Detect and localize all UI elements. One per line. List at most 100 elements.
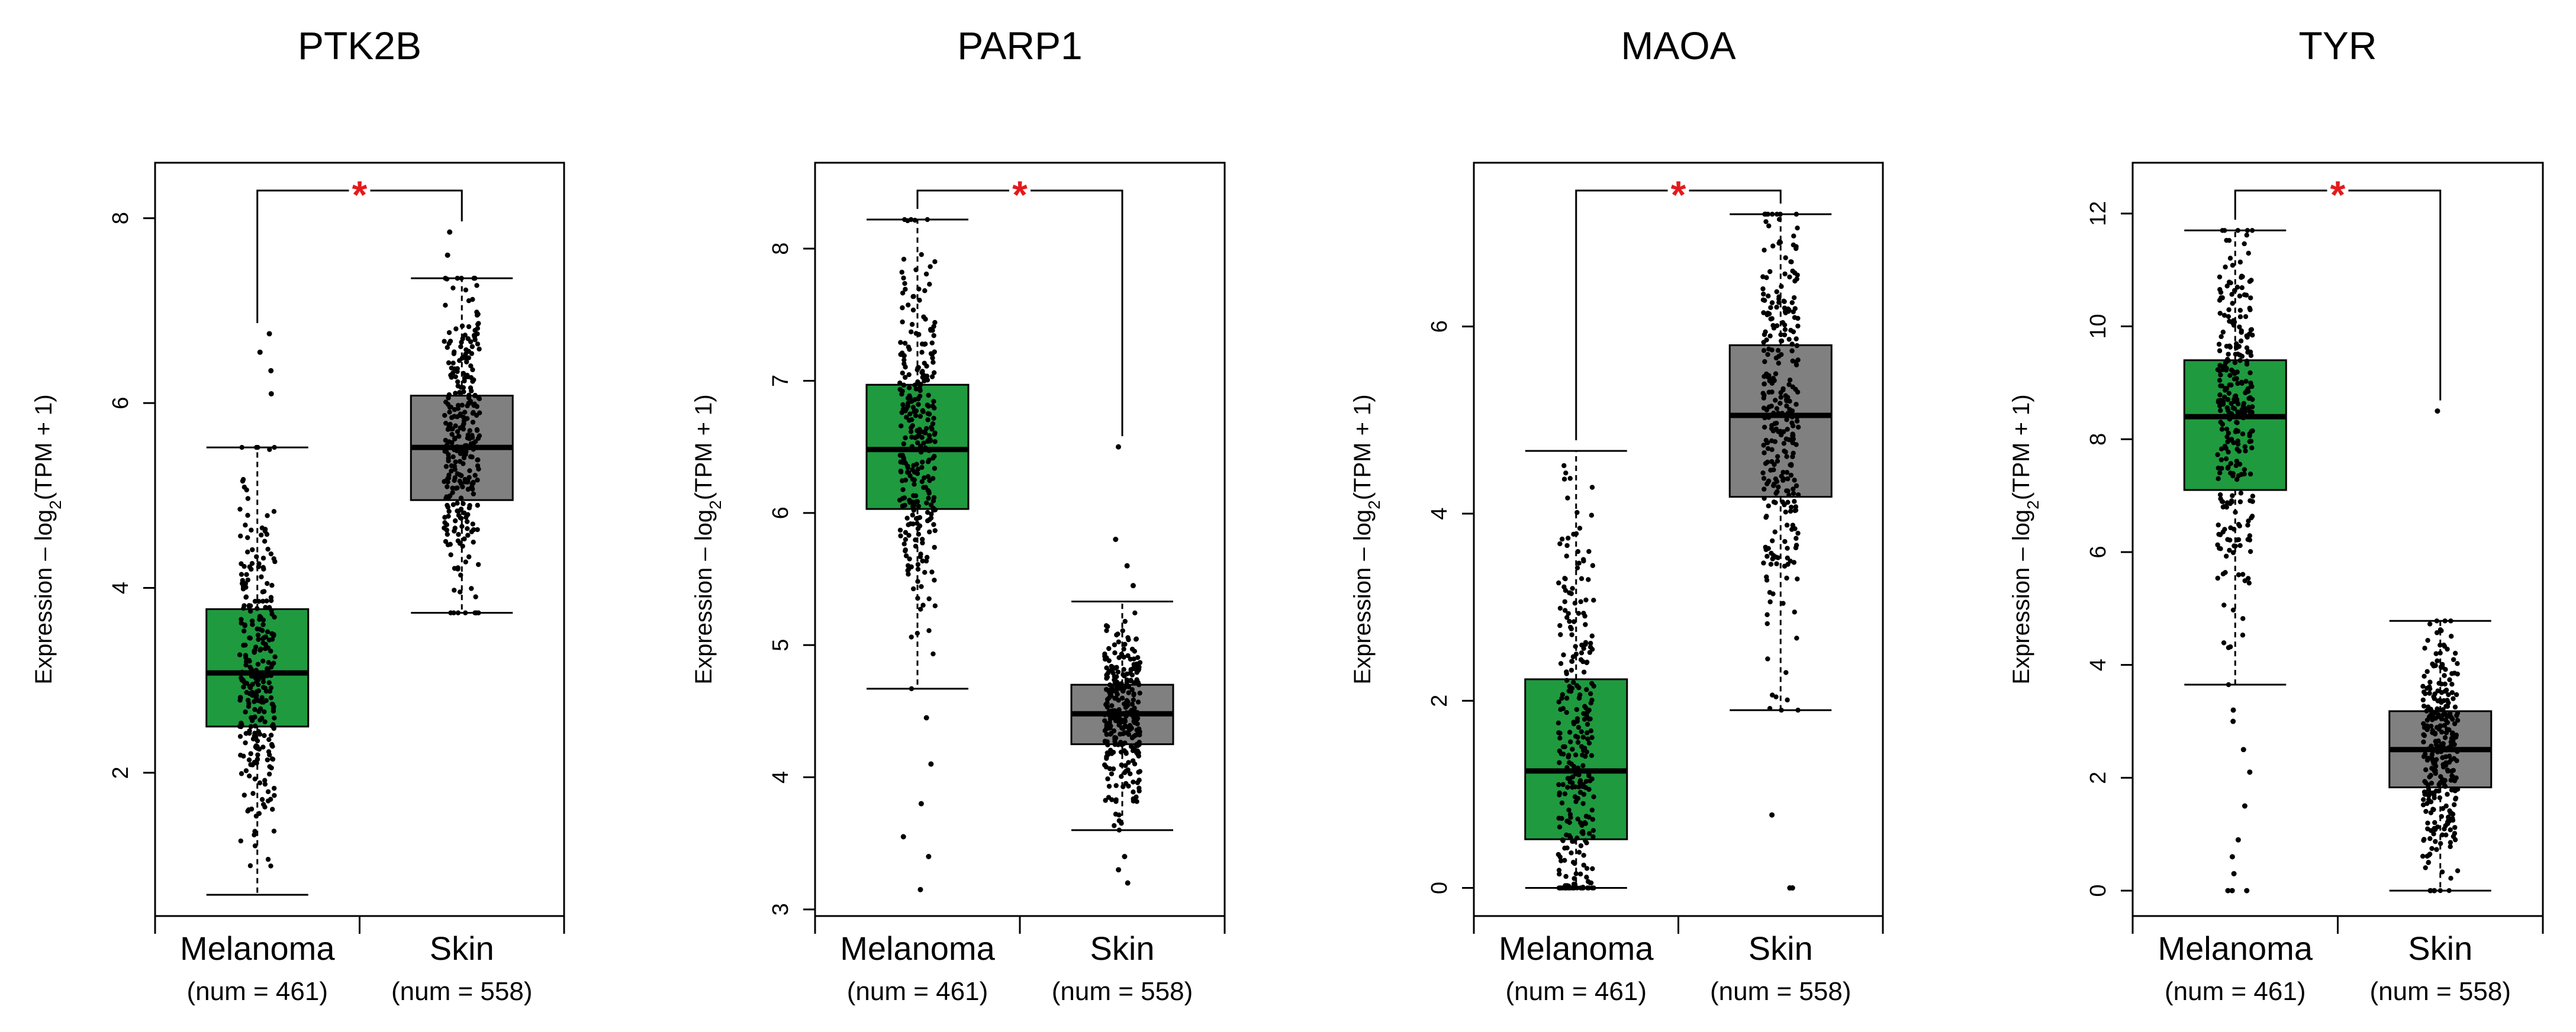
data-point [2217,408,2223,413]
data-point [1785,306,1791,312]
data-point [260,640,266,646]
data-point [1784,575,1789,581]
data-point [1772,439,1778,444]
data-point [270,807,275,812]
data-point [1574,707,1579,712]
data-point [260,679,266,685]
x-category-label: Melanoma [840,930,995,967]
data-point [1794,418,1800,424]
data-point [1121,667,1126,672]
data-point [2442,735,2448,740]
data-point [250,622,255,627]
data-point [452,436,458,442]
data-point [1766,546,1771,552]
outlier-point [2231,870,2237,876]
data-point [2443,687,2449,693]
data-point [1776,299,1782,305]
data-point [1789,341,1795,347]
data-point [2435,706,2440,711]
data-point [1583,753,1588,759]
data-point [475,436,481,441]
data-point [1134,637,1139,642]
y-axis-label: Expression – log2(TPM + 1) [691,394,724,684]
data-point [475,502,480,508]
data-point [2424,708,2429,714]
data-point [1581,558,1586,564]
data-point [1131,789,1136,795]
data-point [2453,796,2458,802]
data-point [1590,866,1595,872]
data-point [909,634,914,640]
star-backdrop [1009,183,1031,198]
data-point [1119,695,1125,701]
data-point [2229,437,2234,442]
data-point [1578,843,1584,849]
data-point [471,491,476,496]
data-point [2241,401,2247,406]
data-point [263,605,268,610]
data-point [2425,756,2431,761]
data-point [252,714,257,720]
data-point [2450,815,2455,821]
data-point [2226,238,2232,243]
data-point [1574,885,1580,891]
data-point [927,282,932,287]
data-point [900,402,906,408]
data-point [271,556,276,562]
data-point [443,420,449,426]
data-point [444,494,449,499]
data-point [2424,669,2430,675]
data-point [1106,783,1112,789]
data-point [1135,654,1141,660]
data-point [1588,880,1593,885]
data-point [1768,467,1773,473]
data-point [1576,695,1582,701]
data-point [2244,233,2249,238]
data-point [2217,470,2223,476]
data-point [2437,841,2443,846]
data-point [1562,846,1567,851]
data-point [264,598,269,604]
data-point [271,722,276,727]
data-point [1583,838,1588,843]
data-point [1107,731,1113,737]
data-point [458,344,463,350]
data-point [445,427,451,432]
data-point [2439,699,2444,705]
data-point [932,544,937,550]
data-point [1792,526,1798,531]
data-point [443,276,448,281]
significance-bracket: * [916,173,1123,437]
data-point [1781,298,1786,304]
data-point [1781,441,1787,446]
data-point [915,466,921,472]
data-point [1780,469,1786,475]
data-point [457,459,463,464]
data-point [1576,850,1582,855]
y-tick-label: 4 [2086,659,2111,671]
data-point [1105,704,1110,710]
data-point [2439,832,2445,838]
data-point [1770,692,1775,698]
data-point [2220,365,2226,370]
data-point [2433,770,2438,776]
data-point [467,401,472,406]
data-point [259,796,265,802]
data-point [2437,888,2443,894]
data-point [930,328,935,333]
data-point [266,660,271,665]
data-point [2434,630,2440,636]
data-point [1785,562,1791,567]
data-point [2219,383,2225,389]
data-point [1588,644,1593,650]
data-point [2232,288,2237,294]
data-points [897,217,938,892]
data-point [906,372,912,378]
data-point [898,340,903,345]
data-point [252,843,258,849]
data-point [2453,692,2459,698]
data-point [1556,699,1561,705]
data-point [900,370,905,376]
data-point [1132,718,1138,723]
